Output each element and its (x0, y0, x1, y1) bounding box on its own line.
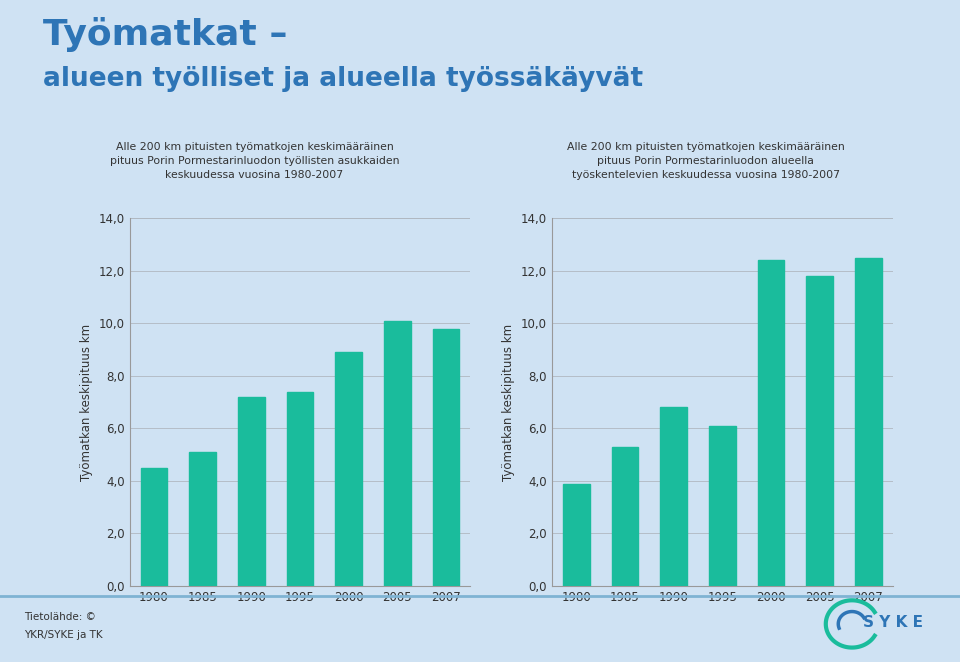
Text: S Y K E: S Y K E (863, 615, 923, 630)
Bar (757, 260, 784, 586)
Bar (384, 321, 411, 586)
Bar (855, 258, 882, 586)
Text: Alle 200 km pituisten työmatkojen keskimääräinen
pituus Porin Pormestarinluodon : Alle 200 km pituisten työmatkojen keskim… (109, 142, 399, 180)
Bar (612, 447, 638, 586)
Bar (709, 426, 735, 586)
Text: alueen työlliset ja alueella työssäkäyvät: alueen työlliset ja alueella työssäkäyvä… (43, 66, 643, 92)
Bar (660, 407, 687, 586)
Y-axis label: Työmatkan keskipituus km: Työmatkan keskipituus km (502, 324, 516, 481)
Bar (335, 352, 362, 586)
Bar (238, 397, 265, 586)
Text: YKR/SYKE ja TK: YKR/SYKE ja TK (24, 630, 103, 640)
Bar (806, 276, 833, 586)
Bar (563, 483, 589, 586)
Bar (287, 392, 313, 586)
Text: Tietolähde: ©: Tietolähde: © (24, 612, 96, 622)
Bar (189, 452, 216, 586)
Bar (433, 329, 460, 586)
Y-axis label: Työmatkan keskipituus km: Työmatkan keskipituus km (80, 324, 93, 481)
Text: Alle 200 km pituisten työmatkojen keskimääräinen
pituus Porin Pormestarinluodon : Alle 200 km pituisten työmatkojen keskim… (566, 142, 845, 180)
Text: Työmatkat –: Työmatkat – (43, 17, 288, 52)
Bar (140, 468, 167, 586)
